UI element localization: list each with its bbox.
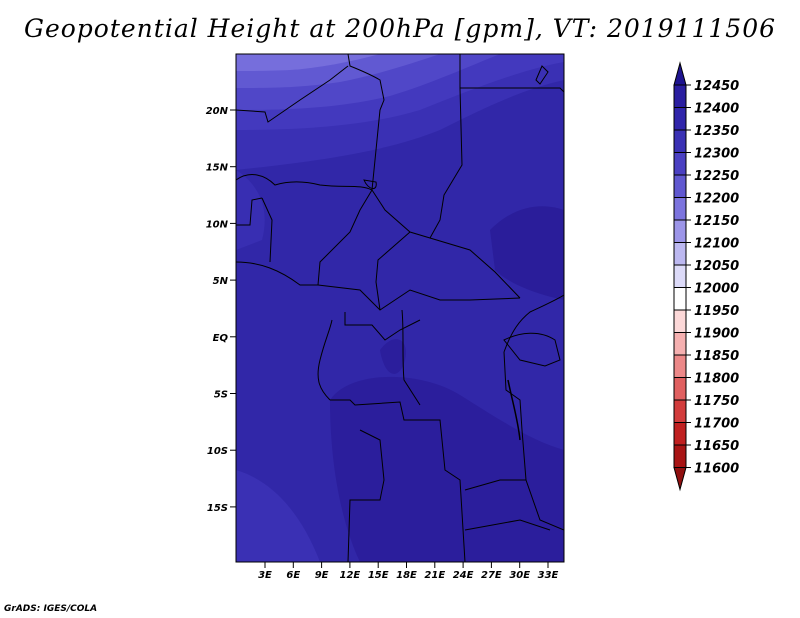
lat-tick-label: 5S [214, 390, 228, 401]
lon-tick-label: 24E [453, 570, 474, 581]
lat-tick-label: EQ [213, 333, 229, 344]
colorbar-swatch [673, 287, 687, 311]
lon-tick-label: 33E [538, 570, 559, 581]
lat-tick-label: 10S [207, 446, 228, 457]
colorbar-label: 11750 [694, 394, 739, 409]
field-deep-south [330, 376, 564, 562]
map-panel [235, 53, 565, 563]
colorbar-label: 12150 [694, 214, 739, 229]
colorbar-top-arrow [673, 61, 687, 86]
colorbar-label: 12450 [694, 79, 739, 94]
latitude-axis: 20N 15N 10N 5N EQ 5S 10S 15S [206, 106, 236, 514]
map-frame [235, 53, 565, 563]
lat-tick-label: 20N [206, 106, 229, 117]
colorbar-label: 11850 [694, 349, 739, 364]
colorbar-swatch [673, 332, 687, 356]
lon-tick-label: 9E [315, 570, 329, 581]
colorbar-label: 12300 [694, 147, 739, 162]
colorbar-swatch [673, 399, 687, 423]
colorbar-label: 12050 [694, 259, 739, 274]
lon-tick-label: 3E [258, 570, 272, 581]
lon-tick-label: 21E [424, 570, 445, 581]
colorbar-swatch [673, 174, 687, 198]
field-southwest [236, 470, 320, 562]
colorbar-swatch [673, 107, 687, 131]
field-band-5 [236, 54, 380, 71]
colorbar-label: 12100 [694, 237, 739, 252]
colorbar-swatch [673, 264, 687, 288]
colorbar-swatch [673, 197, 687, 221]
field-west-band [236, 170, 265, 250]
lat-tick-label: 10N [206, 219, 229, 230]
colorbar-swatch [673, 354, 687, 378]
colorbar-swatch [673, 444, 687, 468]
lat-tick-label: 5N [213, 276, 229, 287]
field-deep-congo [380, 339, 406, 374]
lon-tick-label: 27E [481, 570, 502, 581]
lat-tick-label: 15N [206, 163, 229, 174]
colorbar-label: 11700 [694, 417, 739, 432]
colorbar-bottom-arrow [673, 467, 687, 492]
lon-tick-label: 18E [396, 570, 417, 581]
colorbar-label: 12000 [694, 282, 739, 297]
colorbar-swatch [673, 152, 687, 176]
colorbar-swatch [673, 84, 687, 108]
colorbar-swatch [673, 219, 687, 243]
colorbar-swatch [673, 422, 687, 446]
colorbar: 12450 12400 12350 12300 12250 12200 12150 12100… [673, 61, 739, 492]
colorbar-swatch [673, 377, 687, 401]
colorbar-label: 12350 [694, 124, 739, 139]
map-title: Geopotential Height at 200hPa [gpm], VT:… [23, 14, 777, 43]
credit-text: GrADS: IGES/COLA [4, 604, 98, 614]
colorbar-label: 12250 [694, 169, 739, 184]
colorbar-swatch [673, 129, 687, 153]
colorbar-label: 12400 [694, 102, 739, 117]
longitude-axis: 3E 6E 9E 12E 15E 18E 21E 24E 27E 30E 33E [258, 562, 559, 581]
country-borders [236, 54, 564, 562]
colorbar-swatch [673, 242, 687, 266]
colorbar-label: 11950 [694, 304, 739, 319]
lon-tick-label: 12E [340, 570, 361, 581]
colorbar-label: 11650 [694, 439, 739, 454]
colorbar-swatch [673, 309, 687, 333]
lon-tick-label: 30E [509, 570, 530, 581]
colorbar-label: 11600 [694, 462, 739, 477]
lat-tick-label: 15S [207, 503, 228, 514]
lon-tick-label: 6E [286, 570, 300, 581]
field-deep-east [490, 206, 564, 300]
lon-tick-label: 15E [368, 570, 389, 581]
colorbar-label: 12200 [694, 192, 739, 207]
colorbar-label: 11800 [694, 372, 739, 387]
colorbar-label: 11900 [694, 327, 739, 342]
